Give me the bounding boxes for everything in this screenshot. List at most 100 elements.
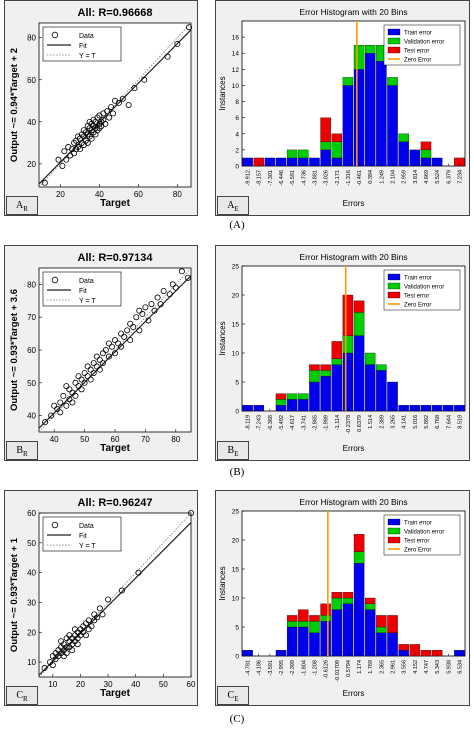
data-point — [57, 399, 64, 406]
data-point — [66, 386, 73, 393]
data-point — [96, 605, 103, 612]
data-point — [119, 95, 126, 102]
data-point — [118, 587, 125, 594]
data-point — [61, 148, 68, 155]
tag-letter: B — [227, 445, 235, 456]
regression-xlabel: Target — [100, 688, 130, 699]
histogram-x-tick-label: -2.399 — [290, 660, 296, 676]
histogram-legend: Train error Validation error Test error Zer… — [383, 514, 461, 556]
regression-title: All: R=0.96668 — [78, 7, 153, 19]
data-point — [86, 133, 93, 140]
histogram-xlabel: Errors — [343, 689, 365, 698]
legend-data-marker — [51, 521, 59, 529]
histogram-bar-segment — [364, 53, 376, 167]
x-tick-label: 20 — [76, 680, 85, 689]
legend-swatch — [387, 273, 401, 281]
data-point — [88, 623, 95, 630]
data-point — [93, 363, 100, 370]
data-point — [41, 179, 48, 186]
fit-line — [38, 522, 192, 676]
histogram-bar-segment — [398, 644, 409, 651]
data-point — [76, 146, 83, 153]
histogram-x-tick-label: -7.301 — [268, 170, 274, 186]
y-tick-label: 50 — [27, 379, 36, 388]
data-point — [106, 114, 113, 121]
y-tick-label: 40 — [27, 412, 36, 421]
data-point — [69, 647, 76, 654]
histogram-bar-segment — [376, 615, 387, 628]
histogram-y-tick-label: 0 — [235, 654, 239, 661]
histogram-xlabel: Errors — [343, 199, 365, 208]
histogram-bar-segment — [298, 609, 309, 622]
data-point — [84, 139, 91, 146]
data-point — [135, 569, 142, 576]
histogram-x-tick-label: -0.2378 — [346, 415, 352, 434]
data-point — [84, 363, 91, 370]
regression-panel-tag: BR — [6, 441, 38, 460]
tag-subscript: E — [234, 695, 239, 703]
data-point — [104, 108, 111, 115]
histogram-x-tick-label: -4.736 — [301, 170, 307, 186]
histogram-x-tick-label: 2.104 — [391, 170, 397, 184]
histogram-x-tick-label: -1.316 — [346, 170, 352, 186]
data-point — [139, 310, 146, 317]
histogram-x-tick-label: 2.365 — [379, 660, 385, 674]
data-point — [81, 369, 88, 376]
legend-data-label: Data — [79, 523, 94, 530]
histogram-x-tick-label: 3.556 — [402, 660, 408, 674]
data-point — [112, 337, 119, 344]
histogram-y-tick-label: 5 — [235, 380, 239, 387]
histogram-bar-segment — [364, 609, 376, 657]
y-tick-label: 20 — [27, 160, 36, 169]
tag-letter: B — [16, 445, 23, 456]
x-tick-label: 60 — [111, 435, 120, 444]
data-point — [88, 135, 95, 142]
data-point — [96, 125, 103, 132]
histogram-x-tick-label: 3.265 — [391, 415, 397, 429]
histogram-x-tick-label: 7.644 — [446, 415, 452, 429]
histogram-x-tick-label: 2.389 — [379, 415, 385, 429]
histogram-plot: Error Histogram with 20 Bins Errors Instan… — [218, 252, 466, 453]
histogram-bar-segment — [331, 609, 342, 657]
legend-series-label: Test error — [404, 294, 429, 300]
data-point — [94, 127, 101, 134]
data-point — [105, 340, 112, 347]
histogram-bar-segment — [331, 141, 342, 159]
histogram-bar-segment — [376, 632, 387, 657]
data-point — [115, 340, 122, 347]
histogram-bar-segment — [286, 621, 298, 628]
histogram-x-tick-label: -5.492 — [279, 415, 285, 431]
histogram-bar-segment — [309, 621, 320, 633]
histogram-x-tick-label: -1.208 — [312, 660, 318, 676]
data-point — [145, 317, 152, 324]
tag-letter: A — [16, 200, 24, 211]
data-point — [74, 144, 81, 151]
legend-series-label: Train error — [404, 521, 432, 527]
histogram-bar-segment — [376, 370, 387, 412]
regression-title: All: R=0.96247 — [78, 497, 153, 509]
histogram-bar-segment — [420, 141, 432, 151]
histogram-bar-segment — [331, 592, 342, 599]
histogram-x-tick-label: 6.379 — [446, 170, 452, 184]
histogram-y-tick-label: 15 — [232, 322, 240, 329]
regression-title: All: R=0.97134 — [78, 252, 154, 264]
data-point — [82, 137, 89, 144]
histogram-legend: Train error Validation error Test error Zer… — [383, 24, 461, 66]
histogram-bar-segment — [387, 615, 398, 633]
histogram-x-tick-label: -2.995 — [279, 660, 285, 676]
histogram-bar-segment — [309, 381, 320, 412]
panel-caption: (A) — [229, 219, 245, 231]
histogram-x-tick-label: 8.519 — [457, 415, 463, 429]
legend-identity-label: Y = T — [79, 543, 96, 550]
legend-zero-error-label: Zero Error — [404, 303, 431, 309]
histogram-legend: Train error Validation error Test error Zer… — [383, 269, 461, 311]
histogram-y-tick-label: 10 — [232, 83, 240, 90]
histogram-plot: Error Histogram with 20 Bins Errors Instan… — [218, 497, 466, 698]
histogram-x-tick-label: -1.804 — [301, 660, 307, 676]
legend-data-label: Data — [79, 278, 94, 285]
histogram-x-tick-label: -3.591 — [268, 660, 274, 676]
data-point — [154, 294, 161, 301]
histogram-y-tick-label: 10 — [232, 596, 240, 603]
data-point — [148, 301, 155, 308]
x-tick-label: 40 — [95, 190, 104, 199]
